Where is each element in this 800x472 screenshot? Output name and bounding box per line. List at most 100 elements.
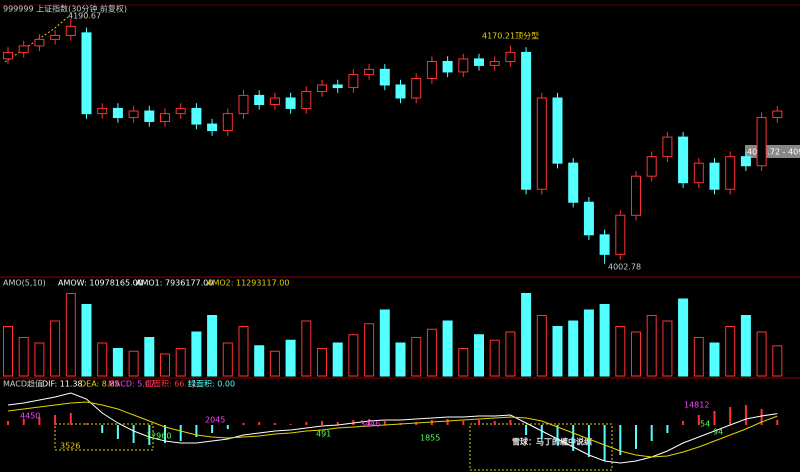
macd-line <box>7 401 778 458</box>
volume-title: AMO(5,10) <box>3 279 46 288</box>
volume-bar <box>772 345 783 377</box>
trend-line <box>4 16 69 63</box>
candle-body <box>489 61 500 66</box>
macd-annotation: 3446 <box>360 420 380 429</box>
volume-bar <box>411 337 422 377</box>
candle-body <box>34 38 45 47</box>
macd-annotation: 94 <box>713 428 723 437</box>
candle-body <box>646 156 657 177</box>
macd-annotation: 14812 <box>684 401 709 410</box>
volume-bar <box>317 348 327 377</box>
volume-bar <box>505 331 516 377</box>
candle-body <box>128 110 139 119</box>
macd-annotation: 3526 <box>60 442 80 451</box>
candle-body <box>772 110 783 119</box>
volume-bar <box>631 331 641 377</box>
volume-bar <box>426 328 437 377</box>
candle-body <box>332 84 343 89</box>
volume-bar <box>521 293 532 377</box>
volume-bar <box>50 320 61 377</box>
low-label: 4002.78 <box>608 263 641 272</box>
candle-body <box>505 51 516 63</box>
candle-body <box>81 32 92 115</box>
candle-body <box>191 107 202 125</box>
candle-body <box>458 58 469 73</box>
volume-bar <box>693 337 704 377</box>
candle-body <box>552 97 563 164</box>
volume-bar <box>442 320 453 377</box>
volume-bar <box>474 334 484 377</box>
volume-bar <box>128 350 139 377</box>
volume-bar <box>144 337 155 377</box>
volume-bar <box>364 323 375 377</box>
volume-bar <box>18 337 29 377</box>
macd-legend: 绿面积: 0.00 <box>188 379 235 389</box>
volume-bar <box>709 342 720 377</box>
volume-bar <box>34 342 45 377</box>
watermark: 雪球：马丁的缠中说缠 <box>512 437 592 447</box>
candle-body <box>269 97 280 106</box>
candle-body <box>254 94 265 106</box>
candle-body <box>693 162 704 184</box>
zone-box <box>469 423 613 471</box>
volume-bar <box>3 326 13 377</box>
candle-body <box>740 156 751 167</box>
macd-legend: MACD: 5.07 <box>108 380 155 389</box>
volume-bar <box>756 331 767 377</box>
candle-body <box>709 162 720 190</box>
volume-bar <box>568 320 579 377</box>
candle-body <box>97 107 108 115</box>
volume-legend: AMO1: 7936177.00 <box>136 279 213 288</box>
candle-body <box>583 201 594 236</box>
volume-bar <box>646 315 657 377</box>
volume-bar <box>222 342 233 377</box>
volume-bar <box>269 350 280 377</box>
macd-line <box>7 392 778 464</box>
candle-body <box>301 90 312 109</box>
volume-bar <box>332 342 343 377</box>
candle-body <box>631 175 641 216</box>
volume-bar <box>207 315 218 377</box>
candle-body <box>285 97 296 109</box>
chart-title: 999999 上证指数(30分钟 前复权) <box>3 4 127 14</box>
candle-body <box>144 110 155 122</box>
candle-body <box>18 45 29 53</box>
macd-annotation: 4450 <box>20 412 40 421</box>
macd-annotation: 491 <box>316 430 331 439</box>
candle-body <box>50 34 61 40</box>
volume-bar <box>583 309 594 377</box>
candle-body <box>238 94 249 115</box>
volume-bar <box>191 331 202 377</box>
volume-legend: AMO2: 11293117.00 <box>207 279 289 288</box>
volume-bar <box>615 326 626 377</box>
candle-body <box>160 113 170 122</box>
volume-bar <box>254 345 265 377</box>
zone-box <box>54 423 154 451</box>
macd-annotation: 2045 <box>205 416 225 425</box>
candle-body <box>3 51 13 60</box>
volume-bar <box>112 348 123 377</box>
macd-legend: DEA: 8.85 <box>80 380 120 389</box>
volume-bar <box>458 348 469 377</box>
volume-bar <box>348 334 359 377</box>
candle-body <box>678 136 689 184</box>
macd-title: MACD趋值 <box>3 379 43 389</box>
candle-body <box>395 84 406 99</box>
high-label: 4190.67 <box>68 12 101 21</box>
volume-bar <box>97 342 108 377</box>
candle-body <box>222 113 233 132</box>
macd-legend: 红面积: 66.11 <box>145 379 197 389</box>
volume-bar <box>238 326 249 377</box>
volume-bar <box>536 315 547 377</box>
volume-bar <box>395 342 406 377</box>
candle-body <box>662 136 673 158</box>
volume-bar <box>379 309 390 377</box>
volume-bar <box>599 304 610 377</box>
candle-body <box>112 107 123 119</box>
candle-body <box>379 68 390 86</box>
volume-legend: AMOW: 10978165.00 <box>58 279 143 288</box>
volume-bar <box>725 326 736 377</box>
candle-body <box>599 234 610 255</box>
candle-body <box>175 107 186 115</box>
